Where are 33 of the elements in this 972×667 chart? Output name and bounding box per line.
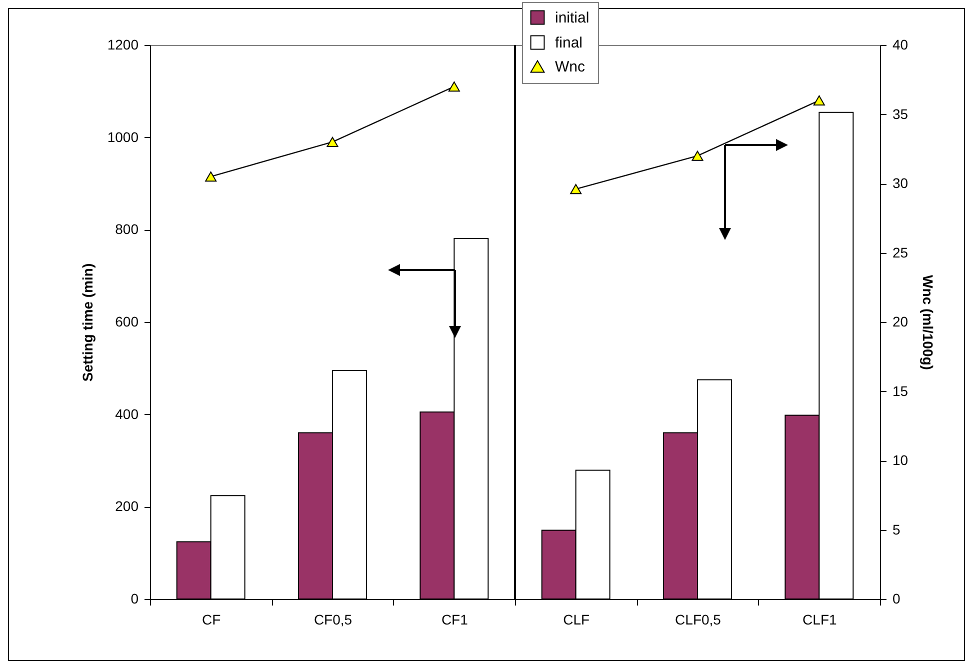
y2-tick-label: 40 [892, 36, 908, 52]
legend-label: initial [555, 10, 590, 26]
legend-label: Wnc [555, 58, 586, 76]
point [692, 150, 704, 161]
y2-tick-label: 20 [892, 314, 908, 330]
y-tick-label: 400 [115, 406, 139, 422]
y2-tick-label: 35 [892, 106, 908, 122]
y2-tick-label: 25 [892, 244, 908, 260]
x-tick-label: CLF [563, 612, 590, 628]
point [448, 82, 460, 92]
x-tick-label: CF [202, 612, 221, 628]
y-tick-label: 600 [115, 314, 139, 330]
point [326, 136, 338, 147]
point [813, 95, 825, 106]
y-tick-label: 1200 [107, 36, 139, 52]
x-tick-label: CLF1 [802, 612, 837, 628]
y2-axis-title: Wnc (ml/100g) [920, 275, 936, 370]
y2-tick-label: 0 [892, 590, 900, 606]
y-tick-label: 200 [115, 498, 139, 514]
y-tick-label: 1000 [107, 128, 139, 145]
y-tick-label: 0 [130, 590, 139, 606]
x-tick-label: CF1 [441, 612, 468, 628]
y2-tick-label: 10 [892, 452, 908, 468]
legend-label: final [555, 34, 583, 52]
y-axis-title: Setting time (min) [79, 263, 96, 382]
y2-tick-label: 5 [892, 521, 900, 538]
y2-tick-label: 30 [892, 175, 908, 191]
point [205, 172, 217, 182]
y-tick-label: 800 [115, 221, 139, 238]
point [570, 184, 582, 194]
y2-tick-label: 15 [892, 382, 908, 399]
x-tick-label: CF0,5 [314, 612, 352, 628]
x-tick-label: CLF0,5 [675, 612, 722, 628]
